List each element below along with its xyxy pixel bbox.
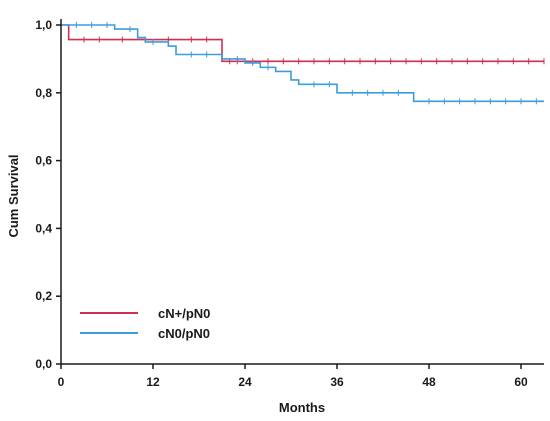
x-tick-label: 0	[58, 375, 65, 389]
y-tick-label: 0,4	[35, 221, 52, 235]
x-tick-label: 60	[514, 375, 528, 389]
y-tick-label: 0,6	[35, 154, 52, 168]
y-tick-label: 0,2	[35, 289, 52, 303]
survival-curves	[61, 22, 545, 105]
y-tick-label: 1,0	[35, 18, 52, 32]
x-tick-label: 12	[146, 375, 160, 389]
x-tick-label: 36	[330, 375, 344, 389]
y-axis-ticks: 0,0 0,2 0,4 0,6 0,8 1,0	[35, 18, 61, 371]
legend-label-cn0: cN0/pN0	[158, 326, 210, 341]
x-tick-label: 24	[238, 375, 252, 389]
survival-curve-series-0	[61, 24, 544, 63]
x-axis-title: Months	[279, 400, 325, 415]
y-tick-label: 0,0	[35, 357, 52, 371]
legend-label-cn-plus: cN+/pN0	[158, 306, 210, 321]
legend: cN+/pN0 cN0/pN0	[80, 306, 210, 341]
y-axis-title: Cum Survival	[6, 154, 21, 237]
survival-curve-series-1	[61, 24, 544, 103]
x-tick-label: 48	[422, 375, 436, 389]
y-tick-label: 0,8	[35, 86, 52, 100]
x-axis-ticks: 0 12 24 36 48 60	[58, 364, 528, 389]
